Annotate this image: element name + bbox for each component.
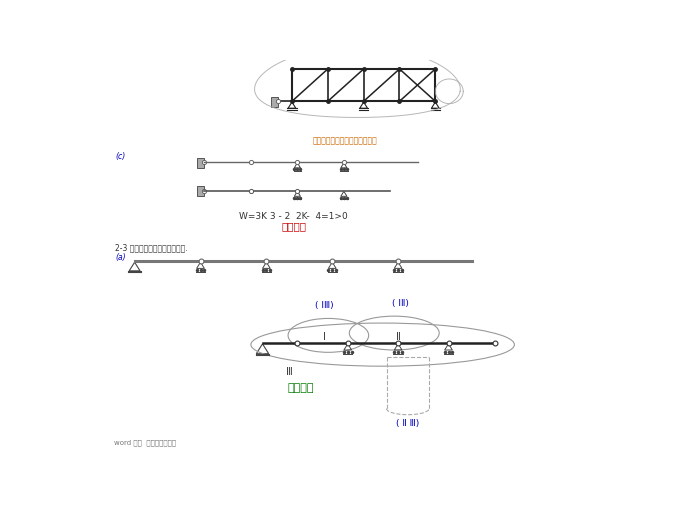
Bar [197,158,204,168]
Bar [197,187,204,196]
Text: ( ⅠⅢ): ( ⅠⅢ) [315,300,334,310]
Text: W=3K 3 - 2  2K-  4=1>0: W=3K 3 - 2 2K- 4=1>0 [239,212,348,221]
Bar [271,97,278,108]
Text: 几何不变: 几何不变 [288,382,315,392]
Text: Ⅰ: Ⅰ [323,331,326,341]
Text: word 文件  可自由复制编辑: word 文件 可自由复制编辑 [114,439,176,445]
Text: 可变体系: 可变体系 [281,221,306,230]
Text: ( Ⅱ Ⅲ): ( Ⅱ Ⅲ) [396,418,419,427]
Text: ( ⅠⅡ): ( ⅠⅡ) [392,298,409,307]
Text: Ⅲ: Ⅲ [286,367,293,376]
Text: (a): (a) [115,252,126,262]
Text: 有一个多余约束的几何不变体系: 有一个多余约束的几何不变体系 [313,136,378,145]
Text: 2-3 试分析图示体系的几何构造.: 2-3 试分析图示体系的几何构造. [115,243,188,251]
Text: Ⅱ: Ⅱ [396,331,400,341]
Text: (c): (c) [115,152,125,160]
